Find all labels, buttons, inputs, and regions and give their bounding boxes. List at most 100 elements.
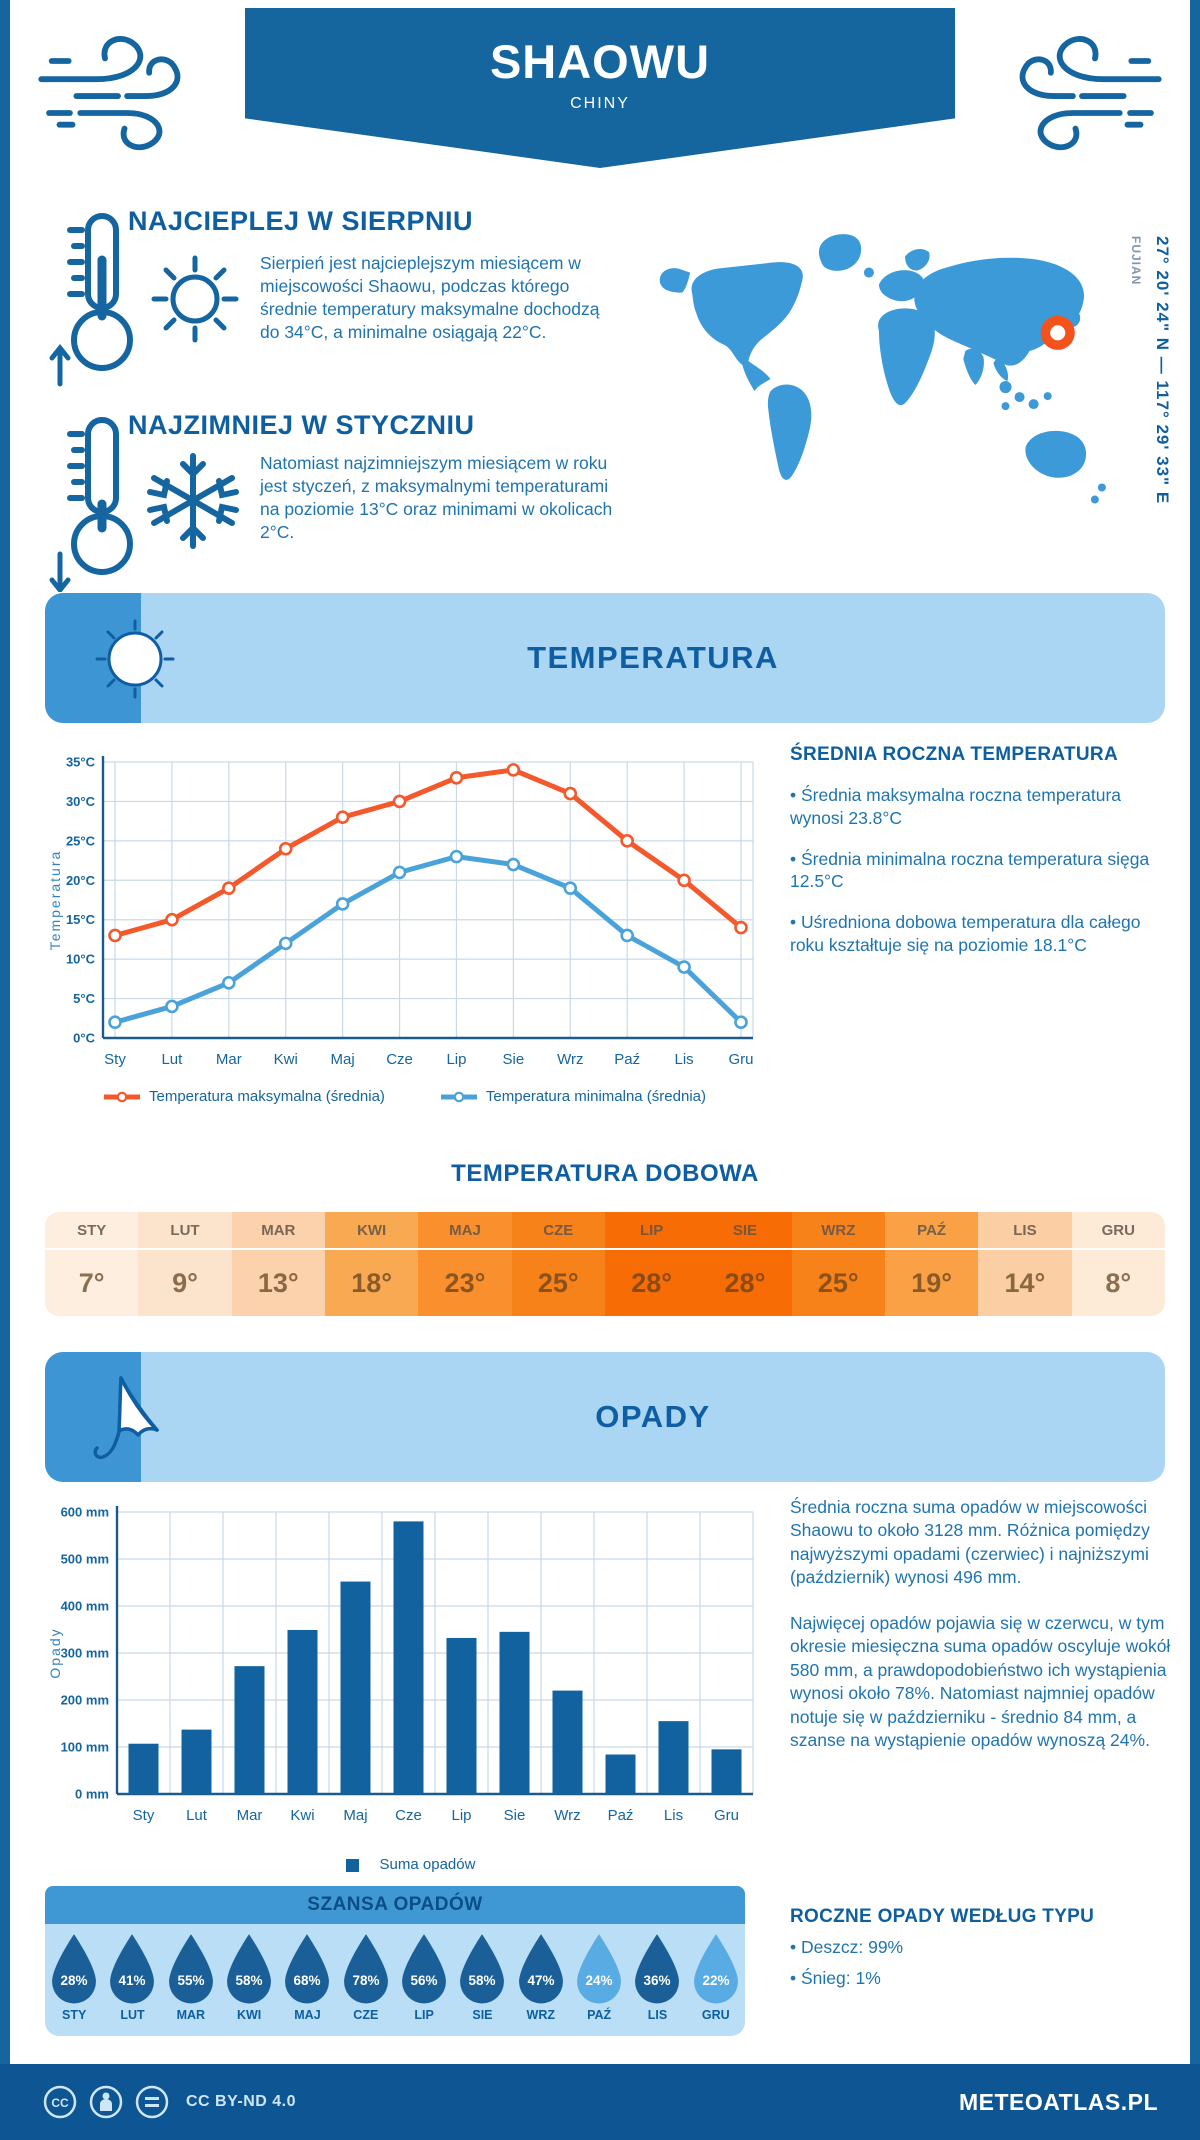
rain-share: Deszcz: 99%	[790, 1936, 1172, 1959]
chance-month-label: MAR	[176, 2008, 206, 2022]
droplet-icon: 58%	[227, 1934, 272, 2004]
table-column-LIP: LIP 28°	[604, 1212, 699, 1316]
legend-label: Temperatura minimalna (średnia)	[485, 1088, 706, 1105]
droplet-shape	[168, 1934, 213, 2004]
precipitation-chance-drops: 28% STY 41% LUT 55% MAR 58% KWI 68% MAJ 78% CZE 56% L…	[45, 1932, 745, 2022]
table-temperature-value: 19°	[911, 1267, 953, 1298]
chance-value: 24%	[586, 1973, 613, 1988]
cc-icon: CC	[43, 2085, 77, 2119]
bar	[181, 1729, 212, 1794]
droplet-shape	[402, 1934, 447, 2004]
chance-drop-KWI: 58% KWI	[220, 1932, 278, 2022]
droplet-icon: 68%	[285, 1934, 330, 2004]
y-tick-label: 5°C	[73, 991, 95, 1006]
legend-line-marker	[440, 1091, 477, 1102]
droplet-shape	[577, 1934, 622, 2004]
chance-value: 55%	[177, 1973, 204, 1988]
legend-item: Temperatura maksymalna (średnia)	[103, 1088, 385, 1105]
thermometer-down-icon	[49, 417, 133, 592]
table-temperature-value: 8°	[1105, 1267, 1132, 1298]
droplet-icon: 78%	[343, 1934, 388, 2004]
temperature-line-chart: 0°C 5°C 10°C 15°C 20°C 25°C 30°C 35°C Sty Lut Mar K…	[47, 755, 754, 1068]
temperature-section-title: TEMPERATURA	[527, 640, 779, 675]
precipitation-paragraph: Średnia roczna suma opadów w miejscowośc…	[790, 1497, 1150, 1588]
droplet-shape	[227, 1934, 272, 2004]
legend-dot	[116, 1091, 128, 1102]
data-point	[563, 881, 578, 895]
table-column-CZE: CZE 25°	[511, 1212, 605, 1316]
x-tick-label: Paź	[608, 1807, 634, 1824]
bar	[340, 1581, 371, 1794]
data-point	[165, 912, 179, 927]
bar	[287, 1629, 318, 1794]
chance-month-label: MAJ	[294, 2008, 321, 2022]
x-tick-label: Gru	[714, 1807, 739, 1824]
license-group: CC CC BY-ND 4.0	[42, 2084, 296, 2120]
chance-month-label: CZE	[353, 2008, 379, 2022]
bar	[711, 1749, 742, 1794]
table-month-label: GRU	[1071, 1212, 1165, 1250]
data-point	[335, 897, 350, 911]
table-temperature-value: 14°	[1004, 1267, 1046, 1298]
y-tick-label: 35°C	[66, 755, 96, 770]
table-month-label: MAR	[231, 1212, 325, 1250]
legend-square-marker	[345, 1858, 359, 1872]
chance-drop-LUT: 41% LUT	[103, 1932, 161, 2022]
chance-value: 36%	[644, 1973, 671, 1988]
table-temperature-value: 23°	[444, 1267, 486, 1298]
droplet-icon: 24%	[577, 1934, 622, 2004]
data-point	[563, 786, 578, 801]
bar	[552, 1690, 583, 1794]
data-point	[734, 920, 748, 935]
chance-month-label: PAŹ	[587, 2008, 612, 2022]
droplet-shape	[343, 1934, 388, 2004]
chance-month-label: LIP	[414, 2008, 434, 2022]
droplet-shape	[285, 1934, 330, 2004]
droplet-icon: 28%	[52, 1934, 97, 2004]
legend-label: Suma opadów	[379, 1856, 476, 1873]
chance-value: 58%	[236, 1973, 263, 1988]
data-point	[165, 999, 179, 1014]
droplet-shape	[52, 1934, 97, 2004]
attribution-icon	[89, 2085, 123, 2119]
bar	[234, 1666, 265, 1794]
temperature-chart-legend: Temperatura maksymalna (średnia) Temperat…	[45, 1088, 765, 1105]
chance-drop-STY: 28% STY	[45, 1932, 103, 2022]
precipitation-section-banner: OPADY	[45, 1352, 1165, 1482]
chance-drop-CZE: 78% CZE	[337, 1932, 395, 2022]
chance-drop-SIE: 58% SIE	[453, 1932, 511, 2022]
table-temperature-value: 7°	[78, 1267, 105, 1298]
table-column-STY: STY 7°	[45, 1212, 139, 1316]
table-month-label: CZE	[511, 1212, 605, 1250]
banner-icon-area	[45, 1352, 159, 1482]
x-tick-label: Kwi	[274, 1051, 298, 1068]
chance-value: 58%	[469, 1973, 496, 1988]
world-map	[659, 234, 1106, 504]
table-column-LIS: LIS 14°	[978, 1212, 1072, 1316]
daily-temperature-table: STY 7° LUT 9° MAR 13° KWI 18° MAJ 23° CZE 25° LIP 28°…	[45, 1212, 1165, 1316]
y-tick-label: 10°C	[66, 952, 96, 967]
data-point	[449, 849, 464, 864]
x-tick-label: Wrz	[557, 1051, 583, 1068]
x-tick-label: Sty	[104, 1051, 126, 1068]
chance-value: 41%	[119, 1973, 146, 1988]
warmest-text: Sierpień jest najcieplejszym miesiącem w…	[260, 253, 600, 343]
droplet-shape	[693, 1934, 738, 2004]
chance-month-label: STY	[62, 2008, 87, 2022]
chance-month-label: LUT	[120, 2008, 145, 2022]
droplet-icon: 22%	[693, 1934, 738, 2004]
legend-line-marker	[103, 1091, 140, 1102]
chance-drop-LIS: 36% LIS	[628, 1932, 686, 2022]
data-point	[734, 1015, 748, 1030]
bar	[499, 1631, 530, 1794]
y-axis-title: Temperatura	[47, 850, 63, 951]
x-tick-label: Sie	[504, 1807, 526, 1824]
bar	[128, 1743, 159, 1794]
table-column-PAŹ: PAŹ 19°	[884, 1212, 979, 1316]
table-month-label: LIS	[978, 1212, 1072, 1250]
data-point	[620, 834, 634, 848]
table-month-label: WRZ	[791, 1212, 885, 1250]
license-label: CC BY-ND 4.0	[186, 2093, 297, 2110]
warmest-heading: NAJCIEPLEJ W SIERPNIU	[128, 206, 474, 236]
chance-drop-MAR: 55% MAR	[162, 1932, 220, 2022]
